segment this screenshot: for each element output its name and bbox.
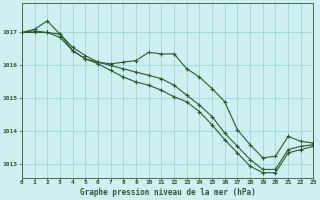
X-axis label: Graphe pression niveau de la mer (hPa): Graphe pression niveau de la mer (hPa) <box>80 188 256 197</box>
